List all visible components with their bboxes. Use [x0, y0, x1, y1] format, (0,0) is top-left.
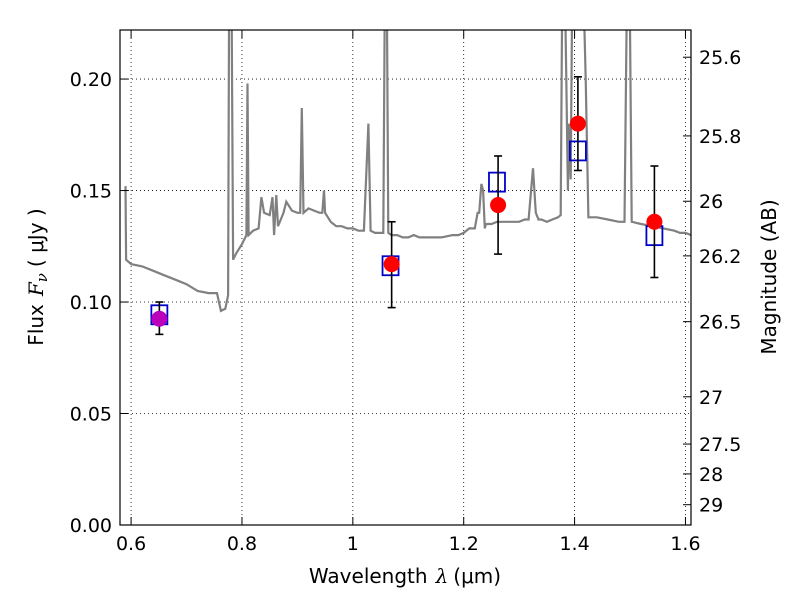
x-axis-label-text: Wavelength: [309, 564, 428, 588]
y2-tick-label: 27: [699, 387, 723, 409]
y-axis-label-unit: ( μJy ): [24, 208, 48, 267]
grid: [120, 30, 691, 525]
y-axis-label-text: Flux: [24, 304, 48, 346]
y-tick-label: 0.05: [70, 404, 112, 426]
data-point-marker: [151, 310, 168, 327]
y2-tick-label: 25.8: [699, 126, 741, 148]
spectrum-line: [124, 30, 691, 313]
y2-axis-label: Magnitude (AB): [757, 199, 781, 354]
markers: [150, 76, 664, 336]
y2-tick-label: 26.5: [699, 312, 741, 334]
x-axis-label: Wavelength λ (μm): [309, 564, 501, 588]
data-point-marker: [490, 197, 507, 214]
plot-series: [124, 30, 691, 313]
plot-frame: [119, 29, 692, 526]
x-tick-label: 0.6: [116, 533, 146, 555]
y-tick-label: 0.20: [70, 69, 112, 91]
x-axis-label-unit: (μm): [453, 564, 501, 588]
y-tick-label: 0.15: [70, 181, 112, 203]
y-axis-label-sub: ν: [33, 273, 51, 282]
y-tick-label: 0.10: [70, 292, 112, 314]
x-tick-label: 1.6: [670, 533, 700, 555]
x-tick-label: 1.2: [449, 533, 479, 555]
y2-tick-label: 28: [699, 464, 723, 486]
y2-tick-label: 26.2: [699, 246, 741, 268]
y-axis-label-symbol: F: [24, 281, 48, 297]
ticks: 0.6 0.8 1 1.2 1.4 1.6 0.00 0.05 0.10 0.15 0.20 25.6…: [70, 30, 741, 555]
x-tick-label: 0.8: [227, 533, 257, 555]
y2-tick-label: 29: [699, 495, 723, 517]
y2-tick-label: 27.5: [699, 434, 741, 456]
data-point-marker: [569, 115, 586, 132]
data-point-marker: [383, 256, 400, 273]
x-tick-label: 1: [347, 533, 359, 555]
x-tick-label: 1.4: [559, 533, 589, 555]
y-axis-label: Flux Fν ( μJy ): [24, 208, 51, 345]
y-tick-label: 0.00: [70, 515, 112, 537]
y2-tick-label: 26: [699, 191, 723, 213]
y2-tick-label: 25.6: [699, 47, 741, 69]
model-square-marker: [488, 171, 506, 193]
data-point-marker: [646, 213, 663, 230]
x-axis-label-symbol: λ: [435, 564, 449, 588]
